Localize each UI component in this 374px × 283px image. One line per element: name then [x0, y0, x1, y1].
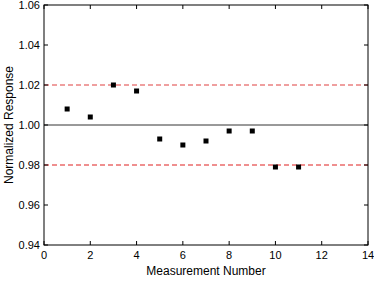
x-tick-label: 0 — [41, 249, 47, 261]
x-tick-label: 4 — [134, 249, 140, 261]
y-tick-right — [364, 245, 368, 246]
y-tick-label: 1.00 — [19, 119, 40, 131]
x-tick-top — [136, 5, 137, 9]
data-point — [296, 165, 301, 170]
y-tick-label: 1.04 — [19, 39, 40, 51]
x-tick — [44, 241, 45, 245]
x-tick-label: 8 — [226, 249, 232, 261]
y-tick-right — [364, 125, 368, 126]
x-tick-top — [44, 5, 45, 9]
plot-area — [44, 83, 368, 170]
data-point — [204, 139, 209, 144]
x-tick — [368, 241, 369, 245]
data-point — [157, 137, 162, 142]
x-tick — [321, 241, 322, 245]
y-tick-label: 0.98 — [19, 159, 40, 171]
data-point — [180, 143, 185, 148]
data-point — [134, 89, 139, 94]
x-tick-label: 2 — [87, 249, 93, 261]
x-tick-top — [321, 5, 322, 9]
data-point — [65, 107, 70, 112]
y-tick-label: 0.96 — [19, 199, 40, 211]
reference-line — [44, 164, 368, 165]
data-point — [227, 129, 232, 134]
y-tick-right — [364, 85, 368, 86]
x-tick — [90, 241, 91, 245]
reference-line — [44, 125, 368, 126]
y-tick — [44, 165, 48, 166]
y-tick-label: 1.02 — [19, 79, 40, 91]
y-tick — [44, 45, 48, 46]
x-tick-label: 6 — [180, 249, 186, 261]
x-tick — [229, 241, 230, 245]
x-tick-top — [229, 5, 230, 9]
y-axis-label: Normalized Response — [2, 66, 16, 184]
y-tick — [44, 5, 48, 6]
x-tick-top — [275, 5, 276, 9]
data-point — [88, 115, 93, 120]
y-tick — [44, 245, 48, 246]
y-tick-right — [364, 165, 368, 166]
x-tick-label: 12 — [316, 249, 328, 261]
data-point — [273, 165, 278, 170]
y-tick — [44, 205, 48, 206]
chart: 0 2 4 6 8 10 12 14 0.94 0.96 0.98 1.00 1.02 1.04 1.06 M… — [0, 0, 374, 283]
x-axis-label: Measurement Number — [146, 264, 265, 278]
y-tick-label: 0.94 — [19, 239, 40, 251]
y-tick — [44, 125, 48, 126]
y-tick-right — [364, 205, 368, 206]
x-tick-top — [90, 5, 91, 9]
plot-frame — [44, 5, 368, 245]
y-tick-right — [364, 5, 368, 6]
reference-line — [44, 84, 368, 85]
x-tick-label: 14 — [362, 249, 374, 261]
x-tick — [275, 241, 276, 245]
y-tick-label: 1.06 — [19, 0, 40, 11]
x-tick-label: 10 — [269, 249, 281, 261]
data-point — [250, 129, 255, 134]
x-tick — [182, 241, 183, 245]
y-tick-right — [364, 45, 368, 46]
x-tick — [136, 241, 137, 245]
x-tick-top — [368, 5, 369, 9]
data-point — [111, 83, 116, 88]
y-tick — [44, 85, 48, 86]
x-tick-top — [182, 5, 183, 9]
